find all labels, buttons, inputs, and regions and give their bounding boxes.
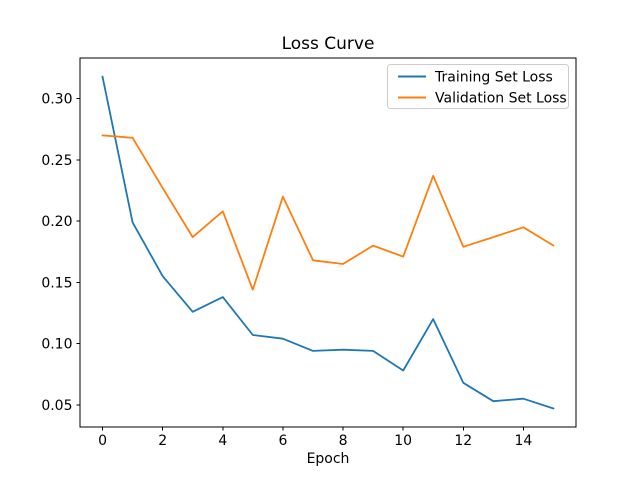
series-line-training-set-loss	[101, 75, 555, 410]
legend-label-training: Training Set Loss	[434, 70, 553, 86]
y-tick-label: 0.20	[41, 214, 72, 230]
y-axis-ticks: 0.05 0.10 0.15 0.20 0.25 0.30	[41, 92, 80, 414]
x-tick-label: 10	[394, 433, 412, 449]
x-axis-ticks: 0 2 4 6 8 10 12 14	[98, 427, 532, 449]
y-tick-label: 0.10	[41, 337, 72, 353]
x-axis-label: Epoch	[307, 451, 350, 467]
series-lines	[101, 75, 555, 410]
x-tick-label: 4	[218, 433, 227, 449]
y-tick-label: 0.25	[41, 153, 72, 169]
series-line-validation-set-loss	[101, 134, 555, 291]
x-tick-label: 2	[158, 433, 167, 449]
chart-title: Loss Curve	[282, 34, 375, 54]
x-tick-label: 0	[98, 433, 107, 449]
legend-label-validation: Validation Set Loss	[435, 91, 567, 107]
y-tick-label: 0.15	[41, 275, 72, 291]
plot-area-border	[79, 57, 577, 428]
y-tick-label: 0.05	[41, 398, 72, 414]
x-tick-label: 8	[339, 433, 348, 449]
y-tick-label: 0.30	[41, 92, 72, 108]
x-tick-label: 14	[514, 433, 532, 449]
legend: Training Set Loss Validation Set Loss	[387, 64, 569, 109]
legend-item-validation: Validation Set Loss	[398, 91, 567, 107]
x-tick-label: 12	[454, 433, 472, 449]
x-tick-label: 6	[278, 433, 287, 449]
legend-box	[387, 64, 569, 109]
legend-item-training: Training Set Loss	[398, 70, 553, 86]
